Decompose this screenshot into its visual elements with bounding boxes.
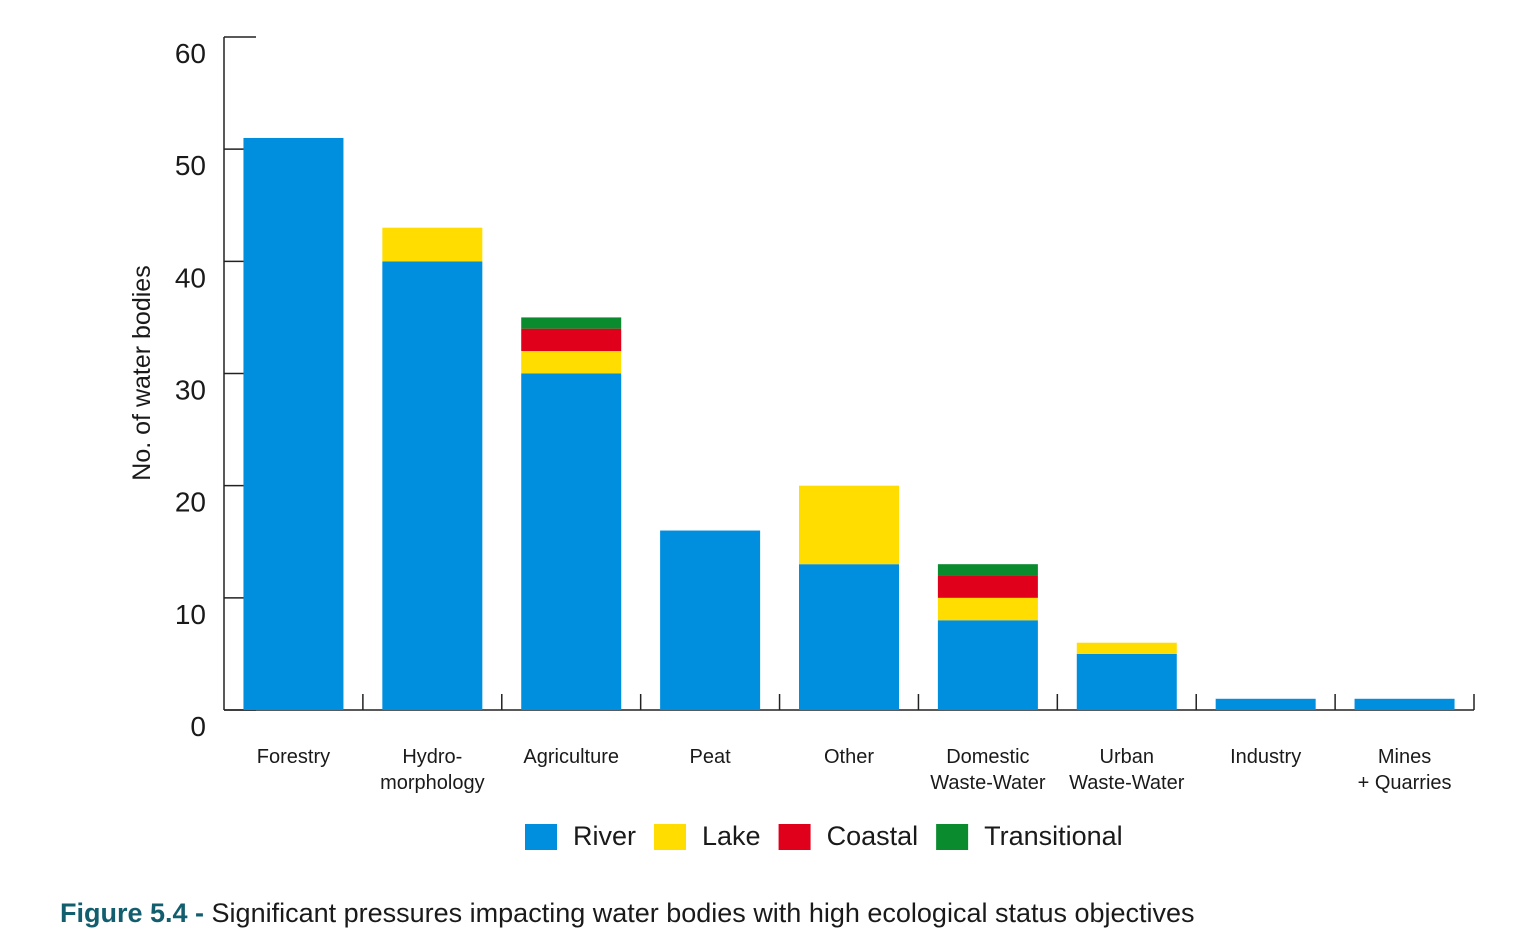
caption: Figure 5.4 - Significant pressures impac… xyxy=(60,898,1195,928)
bar-segment xyxy=(937,575,1038,598)
x-tick-label: Agriculture xyxy=(523,746,619,768)
x-tick-label: Mines xyxy=(1378,746,1431,768)
y-tick-label: 0 xyxy=(190,711,206,742)
legend-label: Transitional xyxy=(984,821,1123,851)
y-axis-label: No. of water bodies xyxy=(128,265,156,480)
y-tick-label: 60 xyxy=(175,38,206,69)
y-tick-label: 30 xyxy=(175,375,206,406)
bar-segment xyxy=(382,261,483,710)
x-tick-label: Hydro- xyxy=(402,746,462,768)
bar-segment xyxy=(799,485,899,565)
bar-segment xyxy=(382,227,483,262)
legend-swatch xyxy=(525,824,557,850)
bar-segment xyxy=(243,137,344,710)
x-tick-label: Waste-Water xyxy=(1069,772,1185,794)
bar-segment xyxy=(1076,642,1177,654)
bar-segment xyxy=(660,530,761,710)
bar-segment xyxy=(521,373,622,710)
bar-segment xyxy=(937,597,1038,621)
x-tick-label: Peat xyxy=(690,746,732,768)
figure-label: Figure 5.4 - xyxy=(60,898,204,928)
bar-segment xyxy=(1076,653,1177,710)
x-tick-label: Urban xyxy=(1100,746,1154,768)
bar-segment xyxy=(521,351,622,374)
bar-segment xyxy=(521,328,622,352)
x-tick-label: + Quarries xyxy=(1358,772,1452,794)
x-tick-label: Industry xyxy=(1230,746,1301,768)
bar-segment xyxy=(521,317,622,329)
x-tick-label: Other xyxy=(824,746,874,768)
bar-segment xyxy=(799,564,899,710)
y-tick-label: 20 xyxy=(175,487,206,518)
legend-swatch xyxy=(654,824,687,850)
x-tick-label: Waste-Water xyxy=(930,772,1046,794)
legend-label: Coastal xyxy=(827,821,919,851)
y-tick-label: 50 xyxy=(175,150,206,181)
bar-segment xyxy=(937,564,1038,576)
x-tick-label: Domestic xyxy=(946,746,1029,768)
legend-label: Lake xyxy=(702,821,761,851)
bar-segment xyxy=(937,620,1038,710)
x-tick-label: morphology xyxy=(380,772,485,794)
chart-title: Significant pressures impacting water bo… xyxy=(212,898,1195,928)
legend-swatch xyxy=(778,824,811,850)
bar-segment xyxy=(1354,698,1455,710)
bar-segment xyxy=(1215,698,1316,710)
x-tick-label: Forestry xyxy=(257,746,330,768)
legend-label: River xyxy=(573,821,636,851)
y-tick-label: 10 xyxy=(175,599,206,630)
y-tick-label: 40 xyxy=(175,262,206,293)
legend-swatch xyxy=(936,824,969,850)
